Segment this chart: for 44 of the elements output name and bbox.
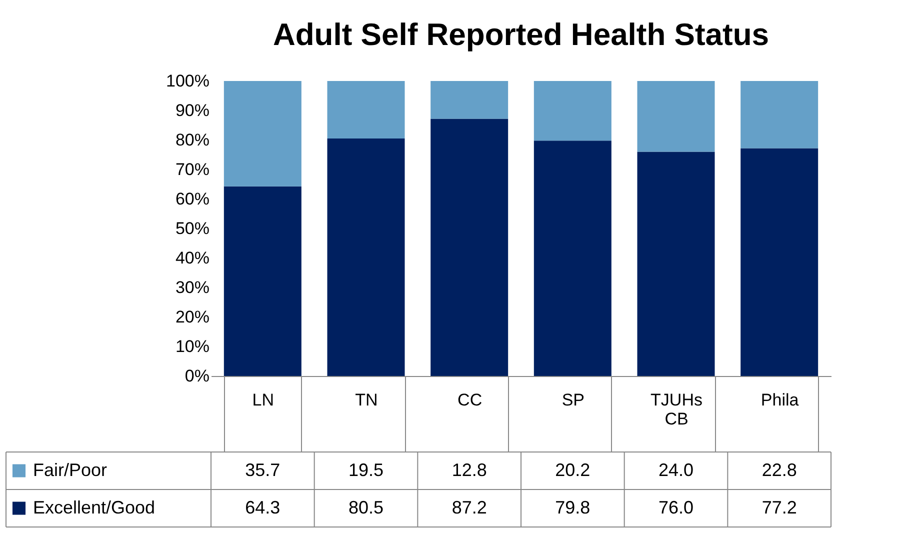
legend-label: Excellent/Good (33, 497, 156, 518)
y-tick-label: 50% (175, 219, 210, 238)
bar (637, 81, 715, 152)
x-tick-label: LN (252, 390, 274, 410)
data-label: 79.8 (555, 497, 590, 518)
x-tick-label: SP (562, 390, 585, 410)
y-tick-label: 10% (175, 337, 210, 356)
data-label: 19.5 (348, 460, 384, 480)
y-tick-label: 80% (175, 130, 210, 150)
bar (430, 118, 508, 376)
data-label: 20.2 (555, 460, 590, 480)
y-tick-label: 60% (175, 190, 210, 208)
data-label: 87.2 (452, 497, 487, 518)
data-label: 35.7 (245, 460, 280, 480)
data-label: 77.2 (762, 497, 797, 518)
bar (534, 81, 612, 141)
y-tick-label: 70% (175, 160, 210, 179)
y-tick-label: 30% (175, 278, 210, 297)
bar (327, 81, 405, 139)
legend-label: Fair/Poor (33, 460, 108, 480)
data-label: 22.8 (762, 460, 797, 480)
y-tick-label: 100% (166, 72, 210, 90)
y-tick-label: 0% (184, 366, 210, 386)
bar (327, 138, 405, 376)
bar (740, 81, 818, 148)
data-label: 64.3 (245, 497, 280, 518)
bar (740, 148, 818, 376)
bar (534, 140, 612, 376)
data-label: 12.8 (452, 460, 487, 480)
x-tick-label: Phila (760, 390, 800, 410)
y-tick-label: 20% (175, 308, 210, 326)
bar (637, 152, 715, 376)
x-tick-label: TN (355, 390, 378, 410)
bar (224, 186, 302, 376)
x-tick-label: TJUHs CB (650, 390, 702, 428)
data-label: 76.0 (658, 497, 694, 518)
data-label: 80.5 (348, 497, 384, 518)
x-tick-label: CC (458, 390, 482, 410)
chart-title: Adult Self Reported Health Status (272, 17, 770, 52)
y-tick-label: 90% (175, 101, 210, 120)
data-label: 24.0 (658, 460, 694, 480)
bar (430, 81, 508, 119)
y-tick-label: 40% (175, 248, 210, 268)
bar (224, 81, 302, 186)
